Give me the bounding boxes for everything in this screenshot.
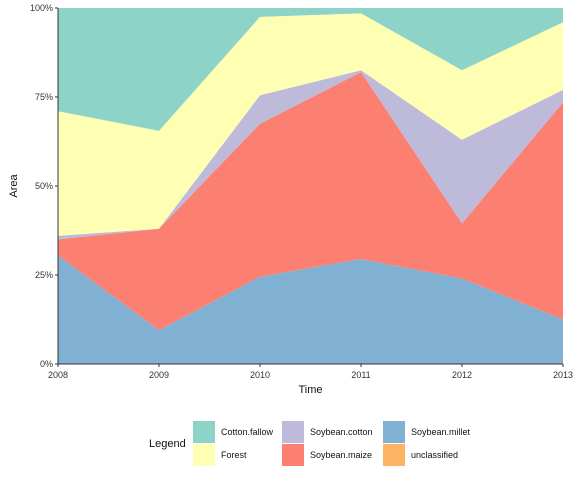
area-soybean-millet <box>58 255 563 364</box>
legend-label-soybean-cotton: Soybean.cotton <box>310 427 373 437</box>
x-tick-label: 2010 <box>250 370 270 380</box>
y-tick-label: 75% <box>35 92 53 102</box>
y-tick-label: 100% <box>30 3 53 13</box>
y-axis-ticks: 0% 25% 50% 75% 100% <box>30 3 58 369</box>
y-tick-label: 0% <box>40 359 53 369</box>
legend-key-soybean-cotton <box>282 421 304 443</box>
area-soybean-cotton <box>58 70 563 240</box>
legend-key-cotton-fallow <box>193 421 215 443</box>
legend-label-unclassified: unclassified <box>411 450 458 460</box>
area-forest <box>58 13 563 236</box>
legend-key-unclassified <box>383 444 405 466</box>
x-tick-label: 2013 <box>553 370 573 380</box>
legend-key-soybean-maize <box>282 444 304 466</box>
area-layers <box>58 8 563 364</box>
legend-label-soybean-maize: Soybean.maize <box>310 450 372 460</box>
legend-key-forest <box>193 444 215 466</box>
x-tick-label: 2009 <box>149 370 169 380</box>
y-tick-label: 50% <box>35 181 53 191</box>
x-axis-ticks: 2008 2009 2010 2011 2012 2013 <box>48 364 573 380</box>
y-axis-title: Area <box>8 174 20 198</box>
legend-key-soybean-millet <box>383 421 405 443</box>
legend-label-forest: Forest <box>221 450 247 460</box>
legend-label-cotton-fallow: Cotton.fallow <box>221 427 274 437</box>
legend: Legend Cotton.fallow Forest Soybean.cotton… <box>149 421 471 466</box>
x-tick-label: 2012 <box>452 370 472 380</box>
area-cotton-fallow <box>58 8 563 131</box>
x-axis-title: Time <box>298 384 322 396</box>
x-tick-label: 2011 <box>351 370 370 380</box>
x-tick-label: 2008 <box>48 370 68 380</box>
area-soybean-maize <box>58 72 563 331</box>
legend-label-soybean-millet: Soybean.millet <box>411 427 471 437</box>
legend-title: Legend <box>149 438 186 450</box>
y-tick-label: 25% <box>35 270 53 280</box>
